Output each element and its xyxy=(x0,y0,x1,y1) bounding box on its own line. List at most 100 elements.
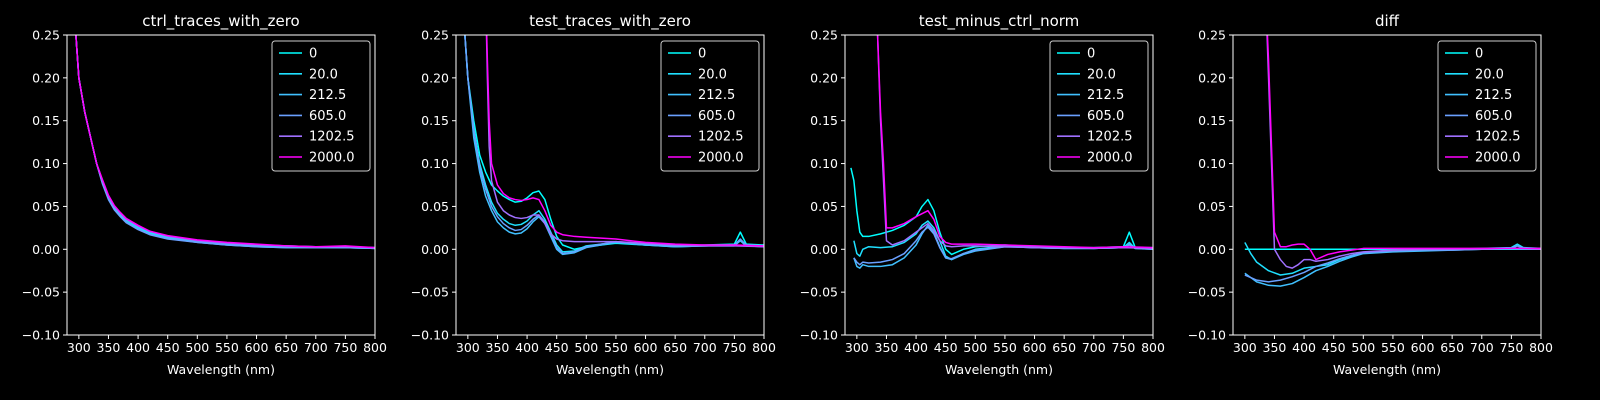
x-tick-label: 550 xyxy=(993,340,1017,355)
y-tick-label: −0.10 xyxy=(411,328,449,343)
x-tick-label: 650 xyxy=(1440,340,1464,355)
series-line-1202.5 xyxy=(1266,35,1541,269)
x-tick-label: 750 xyxy=(722,340,746,355)
x-tick-label: 450 xyxy=(934,340,958,355)
y-tick-label: −0.10 xyxy=(22,328,60,343)
y-tick-label: 0.25 xyxy=(1198,28,1226,43)
legend-entry: 212.5 xyxy=(698,88,735,103)
axes-frame xyxy=(66,34,376,336)
plot-area xyxy=(75,35,375,250)
legend-entry: 212.5 xyxy=(1475,88,1512,103)
x-tick-label: 550 xyxy=(215,340,239,355)
x-tick-label: 500 xyxy=(963,340,987,355)
legend: 0 20.0 212.5 605.0 1202.5 2000.0 xyxy=(271,40,371,172)
series-line-2000.0 xyxy=(485,35,764,247)
x-tick-label: 450 xyxy=(156,340,180,355)
legend-entry: 1202.5 xyxy=(698,130,744,145)
x-tick-label: 600 xyxy=(634,340,658,355)
x-tick-label: 800 xyxy=(363,340,387,355)
x-tick-label: 600 xyxy=(1023,340,1047,355)
axes-frame xyxy=(844,34,1154,336)
y-tick-label: 0.20 xyxy=(1198,70,1226,85)
y-tick-label: −0.10 xyxy=(1188,328,1226,343)
chart-title: test_traces_with_zero xyxy=(529,12,691,31)
plot-area xyxy=(1244,35,1541,287)
x-tick-label: 350 xyxy=(486,340,510,355)
y-tick-label: 0.15 xyxy=(32,113,60,128)
axes-frame xyxy=(455,34,765,336)
series-line-605.0 xyxy=(1244,245,1541,283)
legend-entry: 212.5 xyxy=(309,88,346,103)
y-tick-label: 0.10 xyxy=(421,156,449,171)
legend-entry: 2000.0 xyxy=(698,151,744,166)
y-tick-label: 0.10 xyxy=(1198,156,1226,171)
y-tick-label: 0.25 xyxy=(810,28,838,43)
legend-entry: 605.0 xyxy=(698,109,735,124)
x-axis-label: Wavelength (nm) xyxy=(1333,362,1441,377)
x-tick-label: 400 xyxy=(904,340,928,355)
legend-entry: 605.0 xyxy=(1475,109,1512,124)
y-tick-label: 0.15 xyxy=(810,113,838,128)
x-axis-label: Wavelength (nm) xyxy=(556,362,664,377)
y-tick-label: −0.05 xyxy=(22,285,60,300)
legend-entry: 20.0 xyxy=(1087,67,1116,82)
y-tick-label: 0.00 xyxy=(1198,242,1226,257)
chart-panel-4: 300 350 400 450 500 550 600 650 700 750 800 −0.10 −0… xyxy=(1188,12,1553,377)
x-tick-label: 550 xyxy=(1381,340,1405,355)
y-tick-label: 0.20 xyxy=(421,70,449,85)
y-tick-label: 0.00 xyxy=(421,242,449,257)
legend-entry: 605.0 xyxy=(1087,109,1124,124)
x-tick-label: 800 xyxy=(1529,340,1553,355)
y-tick-label: 0.20 xyxy=(32,70,60,85)
y-tick-label: −0.10 xyxy=(800,328,838,343)
x-tick-label: 300 xyxy=(456,340,480,355)
y-tick-label: 0.10 xyxy=(32,156,60,171)
legend-entry: 1202.5 xyxy=(309,130,355,145)
legend: 0 20.0 212.5 605.0 1202.5 2000.0 xyxy=(1437,40,1537,172)
y-tick-label: 0.05 xyxy=(1198,199,1226,214)
legend-entry: 2000.0 xyxy=(1475,151,1521,166)
y-tick-label: 0.05 xyxy=(421,199,449,214)
y-tick-label: 0.05 xyxy=(810,199,838,214)
chart-title: test_minus_ctrl_norm xyxy=(919,12,1080,31)
x-tick-label: 700 xyxy=(304,340,328,355)
legend-entry: 0 xyxy=(1087,47,1095,62)
series-line-1202.5 xyxy=(876,35,1153,250)
y-tick-label: −0.05 xyxy=(800,285,838,300)
y-tick-label: 0.15 xyxy=(421,113,449,128)
chart-panel-3: 300 350 400 450 500 550 600 650 700 750 800 −0.10 −0… xyxy=(800,12,1165,377)
chart-title: diff xyxy=(1375,12,1400,30)
series-line-0 xyxy=(850,167,1153,256)
series-line-20.0 xyxy=(853,220,1153,261)
x-tick-label: 800 xyxy=(1141,340,1165,355)
x-tick-label: 750 xyxy=(333,340,357,355)
x-tick-label: 600 xyxy=(1411,340,1435,355)
legend-entry: 212.5 xyxy=(1087,88,1124,103)
x-tick-label: 450 xyxy=(545,340,569,355)
x-tick-label: 400 xyxy=(1292,340,1316,355)
plot-area xyxy=(464,35,764,256)
x-tick-label: 650 xyxy=(274,340,298,355)
x-tick-label: 500 xyxy=(574,340,598,355)
legend-entry: 20.0 xyxy=(309,67,338,82)
y-tick-label: −0.05 xyxy=(1188,285,1226,300)
x-tick-label: 500 xyxy=(185,340,209,355)
legend-entry: 0 xyxy=(1475,47,1483,62)
series-line-212.5 xyxy=(1244,245,1541,287)
x-tick-label: 350 xyxy=(97,340,121,355)
x-tick-label: 700 xyxy=(1082,340,1106,355)
x-tick-label: 300 xyxy=(67,340,91,355)
legend-entry: 1202.5 xyxy=(1475,130,1521,145)
y-tick-label: 0.00 xyxy=(810,242,838,257)
series-line-1202.5 xyxy=(485,35,764,248)
axes-frame xyxy=(1232,34,1542,336)
y-tick-label: 0.20 xyxy=(810,70,838,85)
legend: 0 20.0 212.5 605.0 1202.5 2000.0 xyxy=(660,40,760,172)
chart-title: ctrl_traces_with_zero xyxy=(142,12,299,31)
x-tick-label: 750 xyxy=(1499,340,1523,355)
x-axis-label: Wavelength (nm) xyxy=(945,362,1053,377)
legend-entry: 2000.0 xyxy=(1087,151,1133,166)
x-tick-label: 650 xyxy=(663,340,687,355)
legend-entry: 2000.0 xyxy=(309,151,355,166)
